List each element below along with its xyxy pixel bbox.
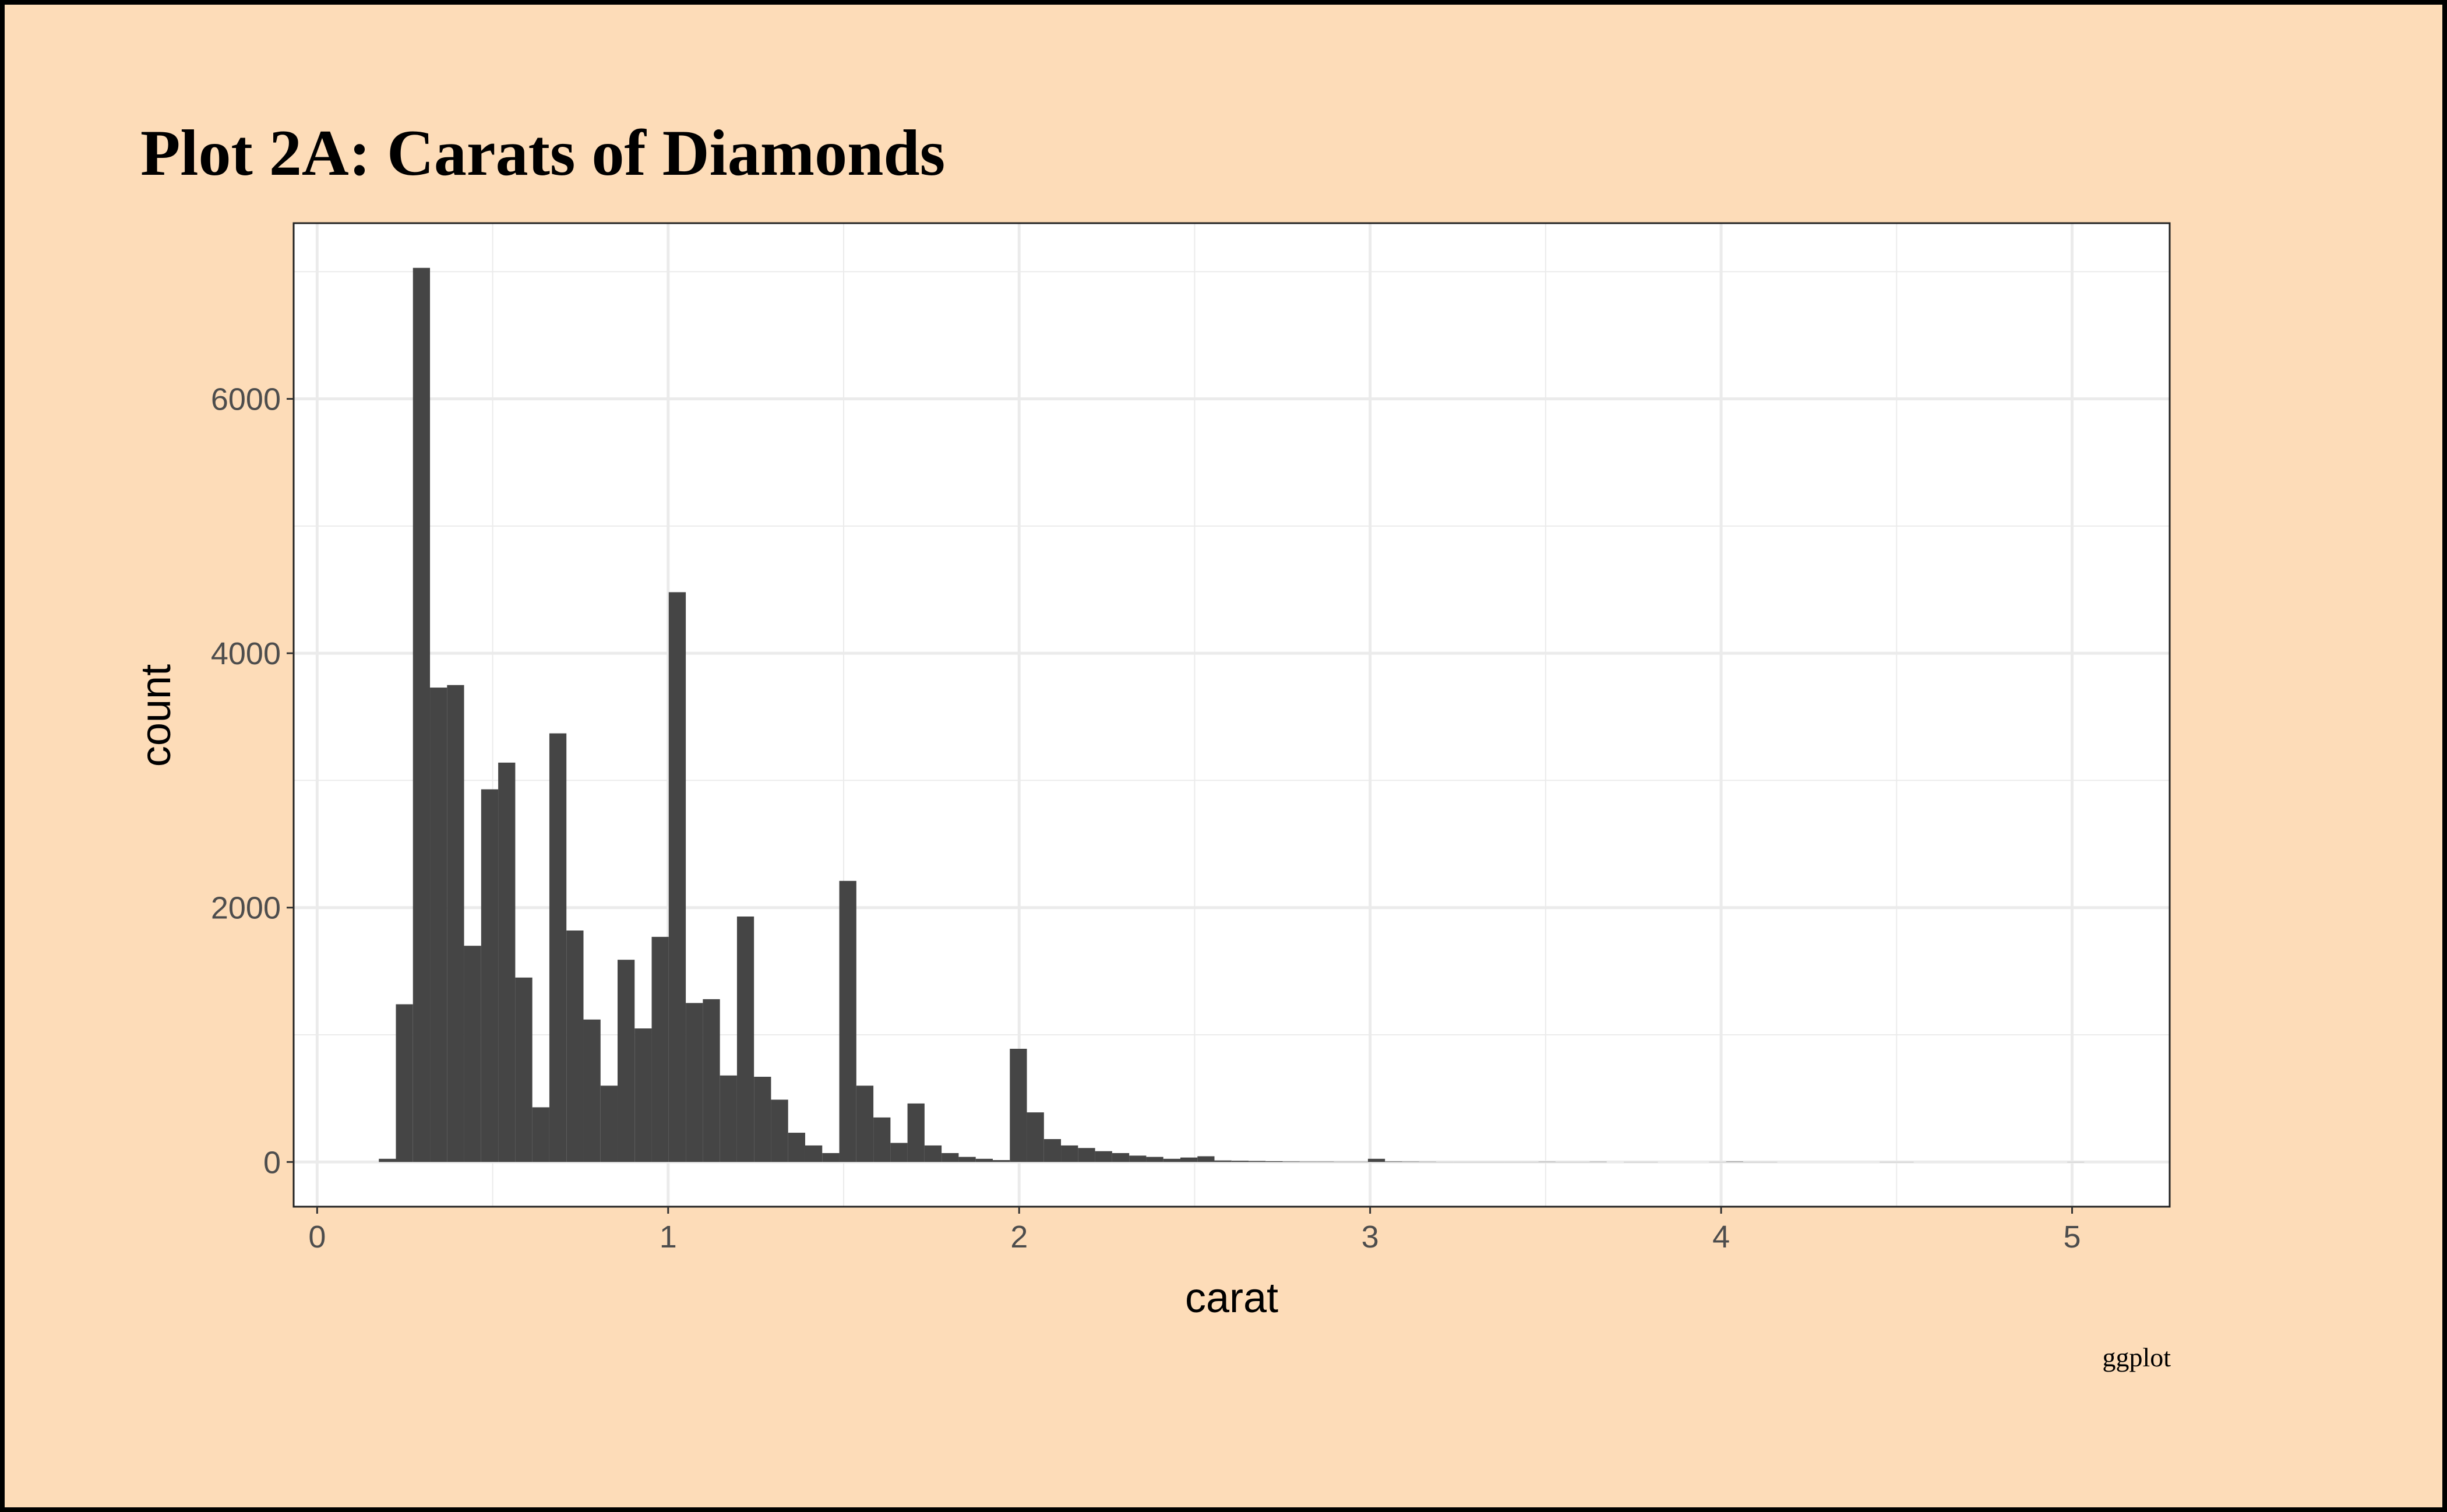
panel-border <box>292 222 2171 1208</box>
bars <box>379 267 2085 1162</box>
bar <box>668 592 686 1162</box>
bar <box>890 1143 908 1162</box>
bar <box>1385 1161 1402 1162</box>
bar <box>1010 1048 1027 1162</box>
bar <box>447 685 464 1162</box>
bar <box>686 1003 703 1162</box>
bar <box>1249 1161 1266 1162</box>
bar <box>720 1075 737 1162</box>
y-tick-label: 0 <box>263 1145 281 1180</box>
bar <box>1163 1158 1180 1162</box>
bar <box>1197 1156 1215 1162</box>
bar <box>412 267 431 1162</box>
caption: ggplot <box>2102 1342 2171 1372</box>
bar <box>430 688 447 1162</box>
bar <box>1061 1145 1078 1162</box>
bar <box>651 936 669 1162</box>
bar <box>975 1158 993 1162</box>
x-tick-label: 5 <box>2064 1220 2081 1254</box>
bar <box>703 999 720 1162</box>
bar <box>617 960 635 1162</box>
y-tick-label: 6000 <box>211 382 281 417</box>
bar <box>549 733 567 1162</box>
axes: 0 1 2 3 4 5 0 2000 4000 6000 <box>211 382 2081 1254</box>
bar <box>873 1117 891 1162</box>
x-tick-label: 4 <box>1712 1220 1730 1254</box>
bar <box>856 1085 874 1162</box>
bar <box>907 1103 925 1162</box>
bar <box>1027 1112 1044 1162</box>
bar <box>600 1085 618 1162</box>
y-tick-label: 4000 <box>211 636 281 671</box>
bar <box>1231 1161 1249 1162</box>
bar <box>498 762 516 1162</box>
bar <box>1146 1157 1163 1162</box>
bar <box>1282 1161 1300 1162</box>
bar <box>532 1107 549 1162</box>
bar <box>754 1077 771 1162</box>
bar <box>1265 1161 1283 1162</box>
bar <box>515 977 533 1162</box>
panel <box>294 223 2170 1207</box>
bar <box>481 789 499 1162</box>
bar <box>736 916 754 1162</box>
bar <box>464 946 481 1162</box>
x-tick-label: 3 <box>1362 1220 1379 1254</box>
bar <box>924 1145 942 1162</box>
bar <box>992 1159 1010 1162</box>
bar <box>942 1152 959 1162</box>
y-tick-label: 2000 <box>211 891 281 926</box>
bar <box>634 1028 652 1162</box>
bar <box>1078 1148 1095 1162</box>
bar <box>583 1019 601 1162</box>
bar <box>771 1099 788 1162</box>
x-tick-label: 0 <box>308 1220 326 1254</box>
bar <box>1095 1151 1112 1162</box>
bar <box>396 1004 413 1162</box>
x-tick-label: 2 <box>1010 1220 1028 1254</box>
bar <box>1214 1160 1232 1162</box>
bar <box>1043 1139 1062 1162</box>
x-axis-title: carat <box>1185 1275 1278 1321</box>
bar <box>566 930 584 1162</box>
bar <box>839 880 856 1162</box>
bar <box>1367 1158 1385 1162</box>
chart-title: Plot 2A: Carats of Diamonds <box>140 117 945 189</box>
x-tick-label: 1 <box>660 1220 677 1254</box>
bar <box>788 1133 805 1162</box>
bar <box>805 1145 823 1162</box>
bar <box>822 1152 840 1162</box>
bar <box>1129 1155 1147 1162</box>
bar <box>1112 1152 1130 1162</box>
y-axis-title: count <box>133 664 179 767</box>
bar <box>379 1158 396 1162</box>
bar <box>958 1157 976 1162</box>
bar <box>1180 1157 1198 1162</box>
